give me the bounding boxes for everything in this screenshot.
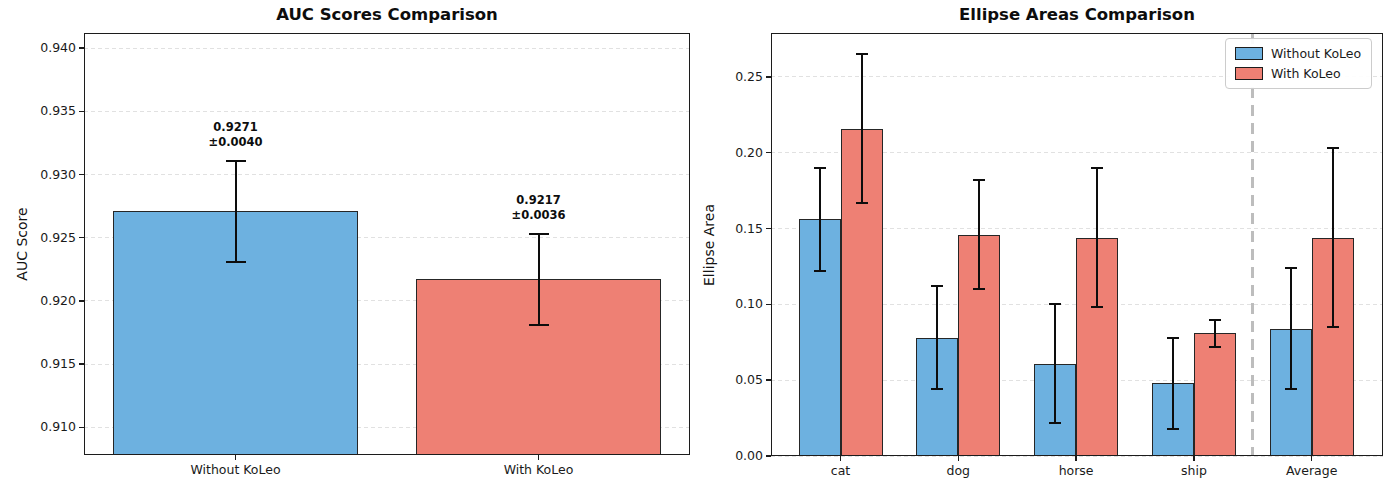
figure-canvas: AUC Scores ComparisonAUC Score0.9100.915… — [0, 0, 1390, 490]
x-tick-label-without-koleo: Without KoLeo — [190, 462, 280, 477]
x-tick-label-average: Average — [1286, 463, 1337, 478]
x-tick — [840, 456, 841, 461]
y-tick-label: 0.930 — [16, 167, 76, 183]
x-tick — [538, 455, 539, 460]
axes-frame-auc — [84, 33, 690, 455]
x-tick-label-horse: horse — [1059, 463, 1094, 478]
y-axis-label: Ellipse Area — [701, 204, 717, 286]
chart-title: Ellipse Areas Comparison — [959, 5, 1195, 24]
x-tick-label-dog: dog — [947, 463, 971, 478]
x-tick — [235, 455, 236, 460]
x-tick — [1311, 456, 1312, 461]
y-tick-label: 0.15 — [703, 221, 763, 237]
y-tick-label: 0.940 — [16, 40, 76, 56]
y-tick-label: 0.25 — [703, 69, 763, 85]
y-tick-label: 0.920 — [16, 293, 76, 309]
x-tick-label-cat: cat — [831, 463, 850, 478]
y-tick-label: 0.00 — [703, 448, 763, 464]
axes-frame-ellipse — [771, 33, 1383, 456]
y-tick-label: 0.935 — [16, 103, 76, 119]
x-tick-label-ship: ship — [1181, 463, 1207, 478]
x-tick — [1193, 456, 1194, 461]
y-tick-label: 0.05 — [703, 372, 763, 388]
y-tick-label: 0.10 — [703, 296, 763, 312]
y-tick-label: 0.925 — [16, 230, 76, 246]
y-tick-label: 0.915 — [16, 356, 76, 372]
chart-title: AUC Scores Comparison — [276, 5, 498, 24]
x-tick-label-with-koleo: With KoLeo — [504, 462, 574, 477]
y-tick-label: 0.20 — [703, 145, 763, 161]
y-tick-label: 0.910 — [16, 419, 76, 435]
x-tick — [1075, 456, 1076, 461]
x-tick — [958, 456, 959, 461]
